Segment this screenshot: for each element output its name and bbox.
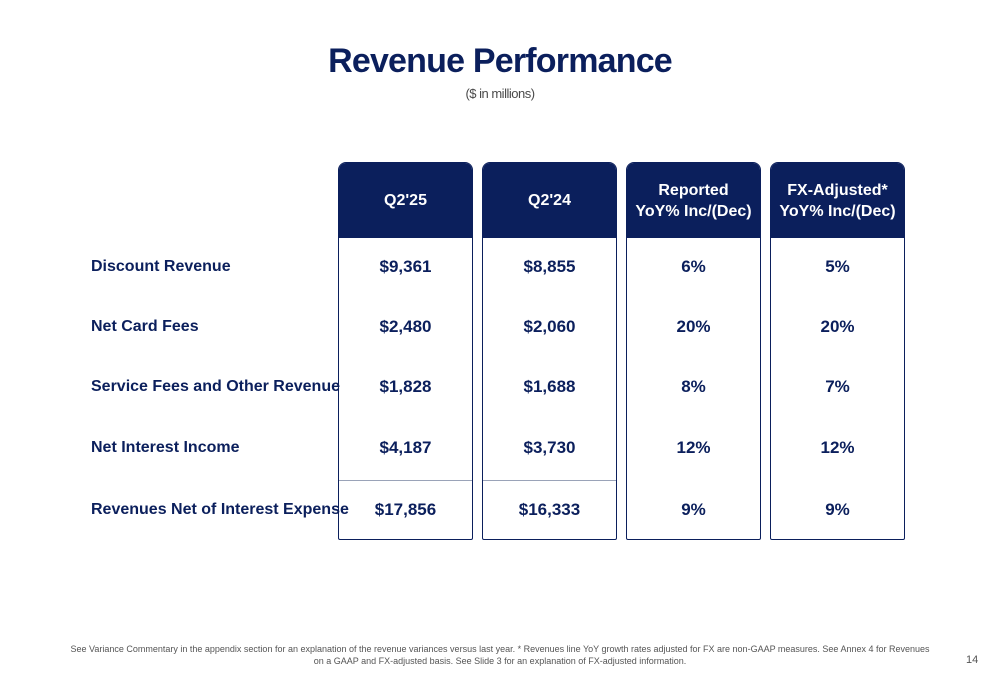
- column-header: Q2'24: [483, 163, 616, 238]
- page-number: 14: [966, 654, 979, 666]
- table-cell: $16,333: [518, 500, 581, 519]
- table-cell: $9,361: [379, 257, 432, 276]
- table-cell: $1,688: [523, 377, 576, 396]
- table-cell: 8%: [681, 377, 706, 396]
- table-cell: $2,480: [379, 317, 432, 336]
- total-divider: [339, 480, 472, 481]
- table-cell: 9%: [681, 500, 706, 519]
- table-cell: 20%: [676, 317, 711, 336]
- page-title: Revenue Performance: [328, 42, 673, 80]
- column-header: Reported YoY% Inc/(Dec): [627, 163, 760, 238]
- column-header: Q2'25: [339, 163, 472, 238]
- column-fx-adjusted-yoy: FX-Adjusted* YoY% Inc/(Dec): [770, 162, 905, 540]
- total-divider: [483, 480, 616, 481]
- table-cell: $2,060: [523, 317, 576, 336]
- column-q2-25: Q2'25: [338, 162, 473, 540]
- table-cell: $4,187: [379, 438, 432, 457]
- column-header: FX-Adjusted* YoY% Inc/(Dec): [771, 163, 904, 238]
- row-label-discount-revenue: Discount Revenue: [91, 258, 231, 275]
- table-cell: 9%: [825, 500, 850, 519]
- table-cell: 5%: [825, 257, 850, 276]
- table-cell: 20%: [820, 317, 855, 336]
- table-cell: 6%: [681, 257, 706, 276]
- row-label-net-card-fees: Net Card Fees: [91, 318, 199, 335]
- footnote: See Variance Commentary in the appendix …: [70, 644, 930, 666]
- table-cell: $8,855: [523, 257, 576, 276]
- table-cell: $17,856: [374, 500, 437, 519]
- page-subtitle: ($ in millions): [465, 86, 535, 101]
- row-label-service-fees: Service Fees and Other Revenue: [91, 378, 340, 395]
- table-cell: 12%: [820, 438, 855, 457]
- column-reported-yoy: Reported YoY% Inc/(Dec): [626, 162, 761, 540]
- table-cell: $3,730: [523, 438, 576, 457]
- column-q2-24: Q2'24: [482, 162, 617, 540]
- table-cell: 7%: [825, 377, 850, 396]
- row-label-net-interest-income: Net Interest Income: [91, 439, 240, 456]
- table-cell: $1,828: [379, 377, 432, 396]
- row-label-revenues-net: Revenues Net of Interest Expense: [91, 501, 349, 518]
- table-cell: 12%: [676, 438, 711, 457]
